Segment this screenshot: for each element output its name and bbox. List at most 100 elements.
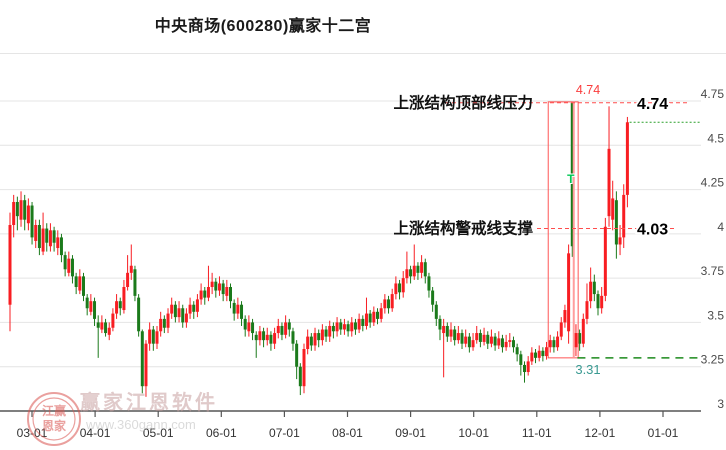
candle-body [104, 322, 108, 334]
candle-body [140, 331, 144, 387]
candle-body [269, 334, 273, 344]
candle-body [151, 329, 155, 344]
candle-body [63, 255, 67, 270]
candle-body [603, 226, 607, 296]
candle-body [229, 287, 232, 302]
candle-body [159, 318, 163, 332]
candle-body [78, 276, 82, 291]
candle-body [258, 331, 262, 341]
candle-body [361, 318, 365, 326]
candle-body [420, 262, 424, 273]
y-axis-label: 3.5 [707, 308, 724, 322]
candle-body [456, 333, 460, 341]
candle-body [12, 201, 16, 226]
candle-body [398, 283, 402, 293]
candle-body [449, 329, 453, 337]
candle-body [541, 350, 545, 357]
candle-body [534, 352, 538, 358]
candle-body [273, 333, 277, 344]
candle-body [585, 301, 589, 319]
candle-body [236, 304, 240, 314]
candle-body [8, 225, 12, 305]
candle-body [467, 336, 471, 348]
x-axis-label: 08-01 [332, 426, 363, 440]
title-separator [0, 53, 726, 54]
candle-body [409, 269, 413, 277]
candle-body [254, 334, 258, 341]
candle-body [320, 329, 324, 341]
y-axis-label: 3 [717, 397, 724, 411]
candle-body [552, 340, 556, 348]
candle-body [111, 313, 115, 328]
candle-body [214, 281, 218, 291]
candle-body [45, 228, 49, 243]
candle-body [346, 324, 350, 332]
candle-body [107, 327, 111, 335]
candle-body [364, 313, 368, 326]
candle-body [240, 304, 244, 319]
candle-body [581, 318, 585, 344]
candle-body [596, 294, 600, 309]
candle-body [93, 301, 97, 319]
candle-body [442, 325, 446, 334]
candle-body [126, 272, 130, 288]
candle-body [508, 340, 512, 342]
candle-body [15, 201, 19, 217]
candle-body [357, 318, 361, 330]
candle-body [184, 313, 188, 323]
candle-body [423, 262, 427, 277]
candle-body [519, 354, 523, 365]
candle-body [390, 294, 394, 309]
candle-body [387, 299, 391, 309]
candle-body [276, 325, 280, 334]
candle-body [614, 200, 618, 245]
candle-body [537, 350, 541, 358]
candle-body [342, 324, 346, 330]
candle-body [265, 334, 269, 341]
candle-body [376, 311, 379, 319]
candle-body [67, 258, 71, 273]
candle-body [578, 333, 582, 344]
page-title: 中央商场(600280)赢家十二宫 [154, 18, 372, 35]
candle-body [148, 329, 152, 344]
candle-body [379, 308, 383, 319]
candle-body [523, 364, 526, 373]
candle-body [500, 338, 504, 348]
y-axis-label: 4.75 [701, 87, 725, 101]
candle-body [26, 205, 30, 224]
candle-body [284, 322, 288, 335]
candle-body [574, 333, 578, 348]
candle-body [416, 265, 420, 273]
x-axis-label: 06-01 [206, 426, 237, 440]
candle-body [353, 322, 357, 330]
candle-body [570, 102, 574, 247]
candle-body [625, 122, 629, 195]
candle-body [37, 225, 41, 249]
candle-body [247, 322, 251, 332]
candle-body [309, 336, 313, 346]
candle-body [453, 329, 457, 341]
candle-body [195, 299, 199, 312]
y-axis-label: 3.25 [701, 353, 725, 367]
candle-body [383, 299, 387, 309]
candle-body [251, 322, 255, 334]
x-axis-label: 07-01 [269, 426, 300, 440]
candle-body [89, 301, 93, 312]
candle-body [464, 336, 468, 344]
candle-body [511, 340, 515, 348]
candle-body [295, 343, 299, 367]
candle-body [559, 322, 563, 337]
candle-body [427, 276, 431, 291]
candle-body [592, 281, 596, 295]
y-axis-label: 4.5 [707, 131, 724, 145]
candle-body [56, 237, 60, 249]
candle-body [48, 230, 52, 247]
candle-body [181, 308, 185, 323]
candle-body [475, 333, 479, 341]
candle-body [339, 322, 343, 330]
candle-body [59, 237, 63, 256]
candle-body [243, 318, 247, 330]
candle-body [567, 253, 571, 332]
candle-body [85, 297, 89, 309]
